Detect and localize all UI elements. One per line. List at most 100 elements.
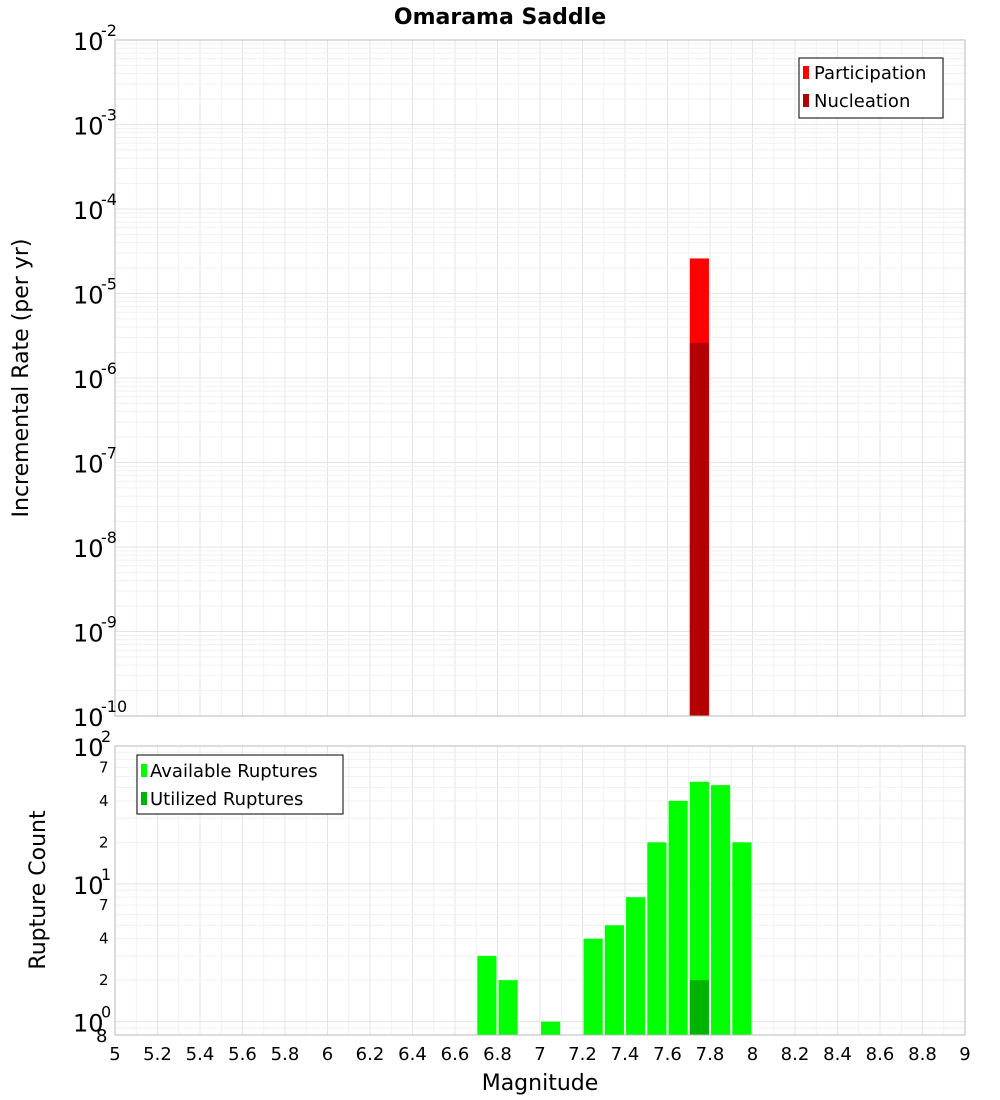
legend-label-available-ruptures: Available Ruptures	[150, 761, 318, 782]
top-y-tick-label: 10-7	[73, 444, 117, 479]
bar-available-ruptures-9	[711, 785, 731, 1035]
bottom-y-axis-title: Rupture Count	[26, 810, 51, 970]
x-tick-label: 8	[747, 1044, 758, 1065]
bar-available-ruptures-4	[604, 925, 624, 1035]
x-tick-label: 6.6	[441, 1044, 470, 1065]
x-tick-label: 5	[109, 1044, 120, 1065]
top-y-tick-label: 10-2	[73, 21, 117, 56]
bar-available-ruptures-8	[689, 781, 709, 1035]
tick-exponent: -2	[101, 21, 117, 40]
tick-base: 10	[73, 28, 104, 56]
tick-exponent: -7	[101, 444, 117, 463]
tick-base: 10	[73, 620, 104, 648]
tick-base: 10	[73, 734, 104, 762]
tick-exponent: 2	[101, 727, 111, 746]
bottom-y-minor-tick: 7	[99, 896, 109, 914]
tick-exponent: 0	[101, 1003, 111, 1022]
bottom-y-minor-tick: 7	[99, 758, 109, 776]
top-legend: Participation Nucleation	[798, 57, 944, 119]
x-tick-label: 6.4	[398, 1044, 427, 1065]
bar-nucleation-0	[689, 342, 709, 716]
top-y-axis-title: Incremental Rate (per yr)	[9, 239, 34, 518]
legend-label-nucleation: Nucleation	[814, 91, 910, 112]
bar-available-ruptures-10	[732, 842, 752, 1035]
tick-exponent: -8	[101, 528, 117, 547]
bottom-y-minor-tick: 4	[99, 930, 109, 948]
x-tick-label: 5.8	[271, 1044, 300, 1065]
x-tick-label: 7.2	[568, 1044, 597, 1065]
x-axis-ticks: 5 5.2 5.4 5.6 5.8 6 6.2 6.4 6.6 6.8 7 7.2 7.4 7.6 7.8 8…	[109, 1044, 970, 1065]
top-plot-bars	[689, 258, 709, 716]
tick-base: 10	[73, 704, 104, 732]
top-legend-box	[798, 57, 944, 119]
top-y-tick-label: 10-9	[73, 613, 117, 648]
x-tick-label: 8.6	[866, 1044, 895, 1065]
bottom-y-minor-tick: 4	[99, 792, 109, 810]
tick-base: 10	[73, 282, 104, 310]
tick-exponent: -10	[101, 697, 127, 716]
x-tick-label: 6.2	[356, 1044, 385, 1065]
bar-available-ruptures-3	[583, 938, 603, 1035]
bottom-y-major-tick: 101	[73, 865, 111, 900]
bottom-plot-frame	[114, 745, 966, 1036]
bottom-plot-grid	[114, 746, 966, 1035]
tick-base: 10	[73, 113, 104, 141]
top-y-tick-label: 10-4	[73, 190, 117, 225]
tick-exponent: 1	[101, 865, 111, 884]
top-y-tick-label: 10-8	[73, 528, 117, 563]
bar-available-ruptures-7	[668, 800, 688, 1035]
legend-label-participation: Participation	[814, 63, 926, 84]
x-tick-label: 7.4	[611, 1044, 640, 1065]
bar-available-ruptures-0	[477, 955, 497, 1035]
bar-utilized-ruptures-0	[689, 980, 709, 1035]
x-tick-label: 8.2	[781, 1044, 810, 1065]
x-tick-label: 8.4	[823, 1044, 852, 1065]
legend-swatch-participation	[803, 66, 809, 79]
x-tick-label: 5.4	[186, 1044, 215, 1065]
tick-base: 10	[73, 1010, 104, 1038]
tick-base: 10	[73, 197, 104, 225]
x-tick-label: 7	[534, 1044, 545, 1065]
bottom-legend-box	[136, 754, 344, 815]
tick-exponent: -6	[101, 359, 117, 378]
bar-available-ruptures-1	[498, 980, 518, 1035]
x-tick-label: 9	[959, 1044, 970, 1065]
top-y-tick-label: 10-3	[73, 106, 117, 141]
tick-base: 10	[73, 451, 104, 479]
bottom-y-minor-tick: 8	[96, 1026, 107, 1047]
top-y-tick-label: 10-10	[73, 697, 127, 732]
bottom-y-minor-tick: 2	[99, 971, 109, 989]
top-y-tick-label: 10-6	[73, 359, 117, 394]
x-tick-label: 6.8	[483, 1044, 512, 1065]
top-y-tick-label: 10-5	[73, 275, 117, 310]
bottom-y-minor-tick: 2	[99, 833, 109, 851]
tick-base: 10	[73, 872, 104, 900]
bottom-plot-bars	[477, 781, 752, 1035]
tick-exponent: -5	[101, 275, 117, 294]
top-plot-grid	[114, 40, 966, 717]
x-tick-label: 5.6	[228, 1044, 257, 1065]
x-tick-label: 8.8	[908, 1044, 937, 1065]
tick-exponent: -9	[101, 613, 117, 632]
tick-exponent: -3	[101, 106, 117, 125]
tick-base: 10	[73, 366, 104, 394]
x-tick-label: 5.2	[143, 1044, 172, 1065]
legend-swatch-nucleation	[803, 94, 809, 107]
bottom-legend: Available Ruptures Utilized Ruptures	[136, 754, 344, 815]
bar-available-ruptures-2	[541, 1021, 561, 1035]
x-tick-label: 6	[322, 1044, 333, 1065]
legend-swatch-available-ruptures	[141, 764, 147, 777]
x-axis-title: Magnitude	[482, 1071, 599, 1096]
x-tick-label: 7.6	[653, 1044, 682, 1065]
x-tick-label: 7.8	[696, 1044, 725, 1065]
bar-available-ruptures-5	[626, 897, 646, 1035]
tick-base: 10	[73, 535, 104, 563]
tick-exponent: -4	[101, 190, 117, 209]
bar-available-ruptures-6	[647, 842, 667, 1035]
top-plot-frame	[114, 39, 966, 717]
bottom-y-major-tick: 100	[73, 1003, 111, 1038]
